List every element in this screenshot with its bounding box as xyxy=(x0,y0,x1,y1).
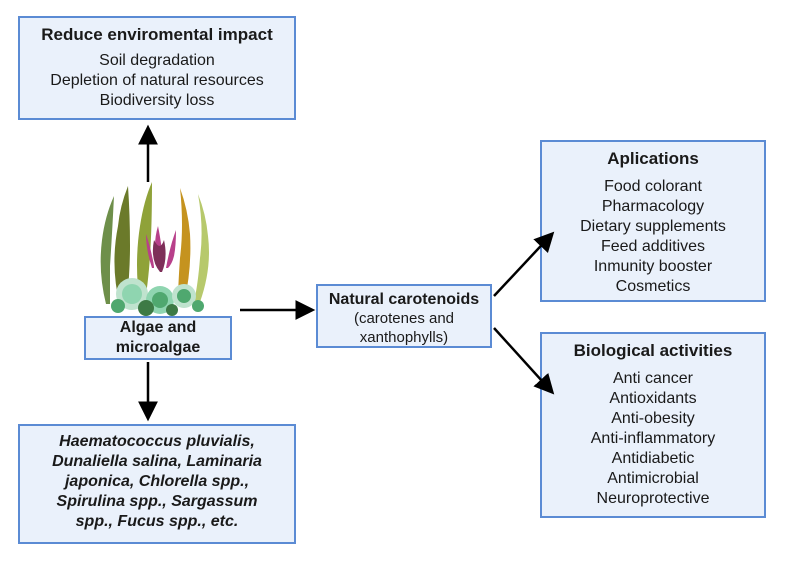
bio-item-3: Anti-inflammatory xyxy=(552,429,754,449)
box-bio: Biological activities Anti cancer Antiox… xyxy=(540,332,766,518)
app-item-1: Pharmacology xyxy=(552,197,754,217)
box-env-impact-title: Reduce enviromental impact xyxy=(30,24,284,45)
bio-item-5: Antimicrobial xyxy=(552,469,754,489)
species-line-0: Haematococcus pluvialis, xyxy=(30,432,284,452)
species-line-4: spp., Fucus spp., etc. xyxy=(30,512,284,532)
bio-item-4: Antidiabetic xyxy=(552,449,754,469)
species-line-3: Spirulina spp., Sargassum xyxy=(30,492,284,512)
species-line-1: Dunaliella salina, Laminaria xyxy=(30,452,284,472)
box-carotenoids: Natural carotenoids (carotenes and xanth… xyxy=(316,284,492,348)
env-item-2: Biodiversity loss xyxy=(30,91,284,111)
box-species: Haematococcus pluvialis, Dunaliella sali… xyxy=(18,424,296,544)
app-item-2: Dietary supplements xyxy=(552,217,754,237)
app-item-0: Food colorant xyxy=(552,177,754,197)
box-algae: Algae and microalgae xyxy=(84,316,232,360)
bio-item-6: Neuroprotective xyxy=(552,489,754,509)
species-line-2: japonica, Chlorella spp., xyxy=(30,472,284,492)
box-carotenoids-sub: (carotenes and xanthophylls) xyxy=(328,310,480,348)
bio-item-2: Anti-obesity xyxy=(552,409,754,429)
box-applications: Aplications Food colorant Pharmacology D… xyxy=(540,140,766,302)
app-item-3: Feed additives xyxy=(552,237,754,257)
box-algae-title: Algae and microalgae xyxy=(96,318,220,358)
env-item-1: Depletion of natural resources xyxy=(30,71,284,91)
box-applications-title: Aplications xyxy=(552,148,754,169)
env-item-0: Soil degradation xyxy=(30,51,284,71)
bio-item-0: Anti cancer xyxy=(552,369,754,389)
box-carotenoids-title: Natural carotenoids xyxy=(328,290,480,310)
box-bio-title: Biological activities xyxy=(552,340,754,361)
diagram-stage: Reduce enviromental impact Soil degradat… xyxy=(0,0,786,567)
box-env-impact: Reduce enviromental impact Soil degradat… xyxy=(18,16,296,120)
algae-illustration xyxy=(80,176,240,316)
bio-item-1: Antioxidants xyxy=(552,389,754,409)
app-item-5: Cosmetics xyxy=(552,277,754,297)
app-item-4: Inmunity booster xyxy=(552,257,754,277)
